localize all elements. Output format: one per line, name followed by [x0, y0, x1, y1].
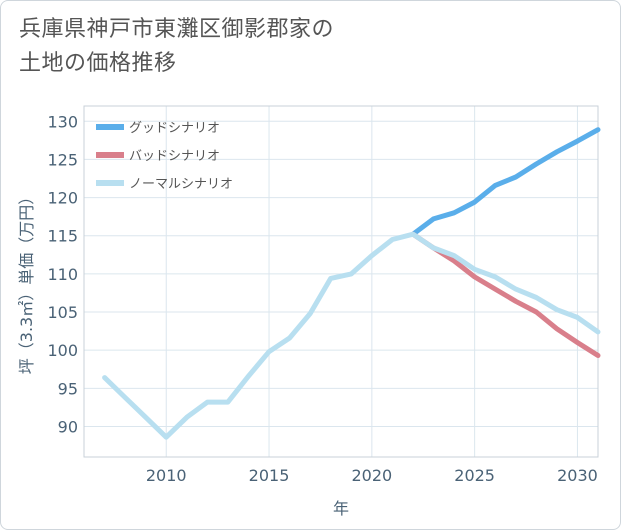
legend-label: ノーマルシナリオ [129, 177, 233, 192]
x-tick-label: 2015 [249, 466, 290, 485]
series-line-2 [102, 231, 601, 440]
x-axis-label: 年 [333, 499, 349, 518]
x-tick-label: 2030 [557, 466, 598, 485]
plot-frame [83, 105, 599, 458]
y-tick-label: 105 [47, 303, 78, 322]
legend-label: グッドシナリオ [129, 121, 220, 136]
legend-label: バッドシナリオ [129, 149, 220, 164]
y-tick-label: 125 [47, 150, 78, 169]
series-lines [102, 127, 601, 440]
y-tick-label: 95 [58, 379, 78, 398]
y-tick-label: 130 [47, 112, 78, 131]
x-axis-ticks: 2010 2015 2020 2025 2030 [146, 466, 598, 485]
y-axis-ticks: 90 95 100 105 110 115 120 125 130 [47, 112, 78, 436]
x-tick-label: 2010 [146, 466, 187, 485]
y-tick-label: 100 [47, 341, 78, 360]
y-tick-label: 90 [58, 417, 78, 436]
y-axis-label: 坪（3.3㎡）単価（万円） [17, 189, 36, 374]
series-line-0 [410, 127, 601, 237]
y-tick-label: 110 [47, 265, 78, 284]
y-tick-label: 115 [47, 227, 78, 246]
x-tick-label: 2025 [454, 466, 495, 485]
y-tick-label: 120 [47, 189, 78, 208]
grid-lines [84, 106, 598, 457]
x-tick-label: 2020 [351, 466, 392, 485]
chart-title: 兵庫県神戸市東灘区御影郡家の 土地の価格推移 [19, 17, 335, 76]
